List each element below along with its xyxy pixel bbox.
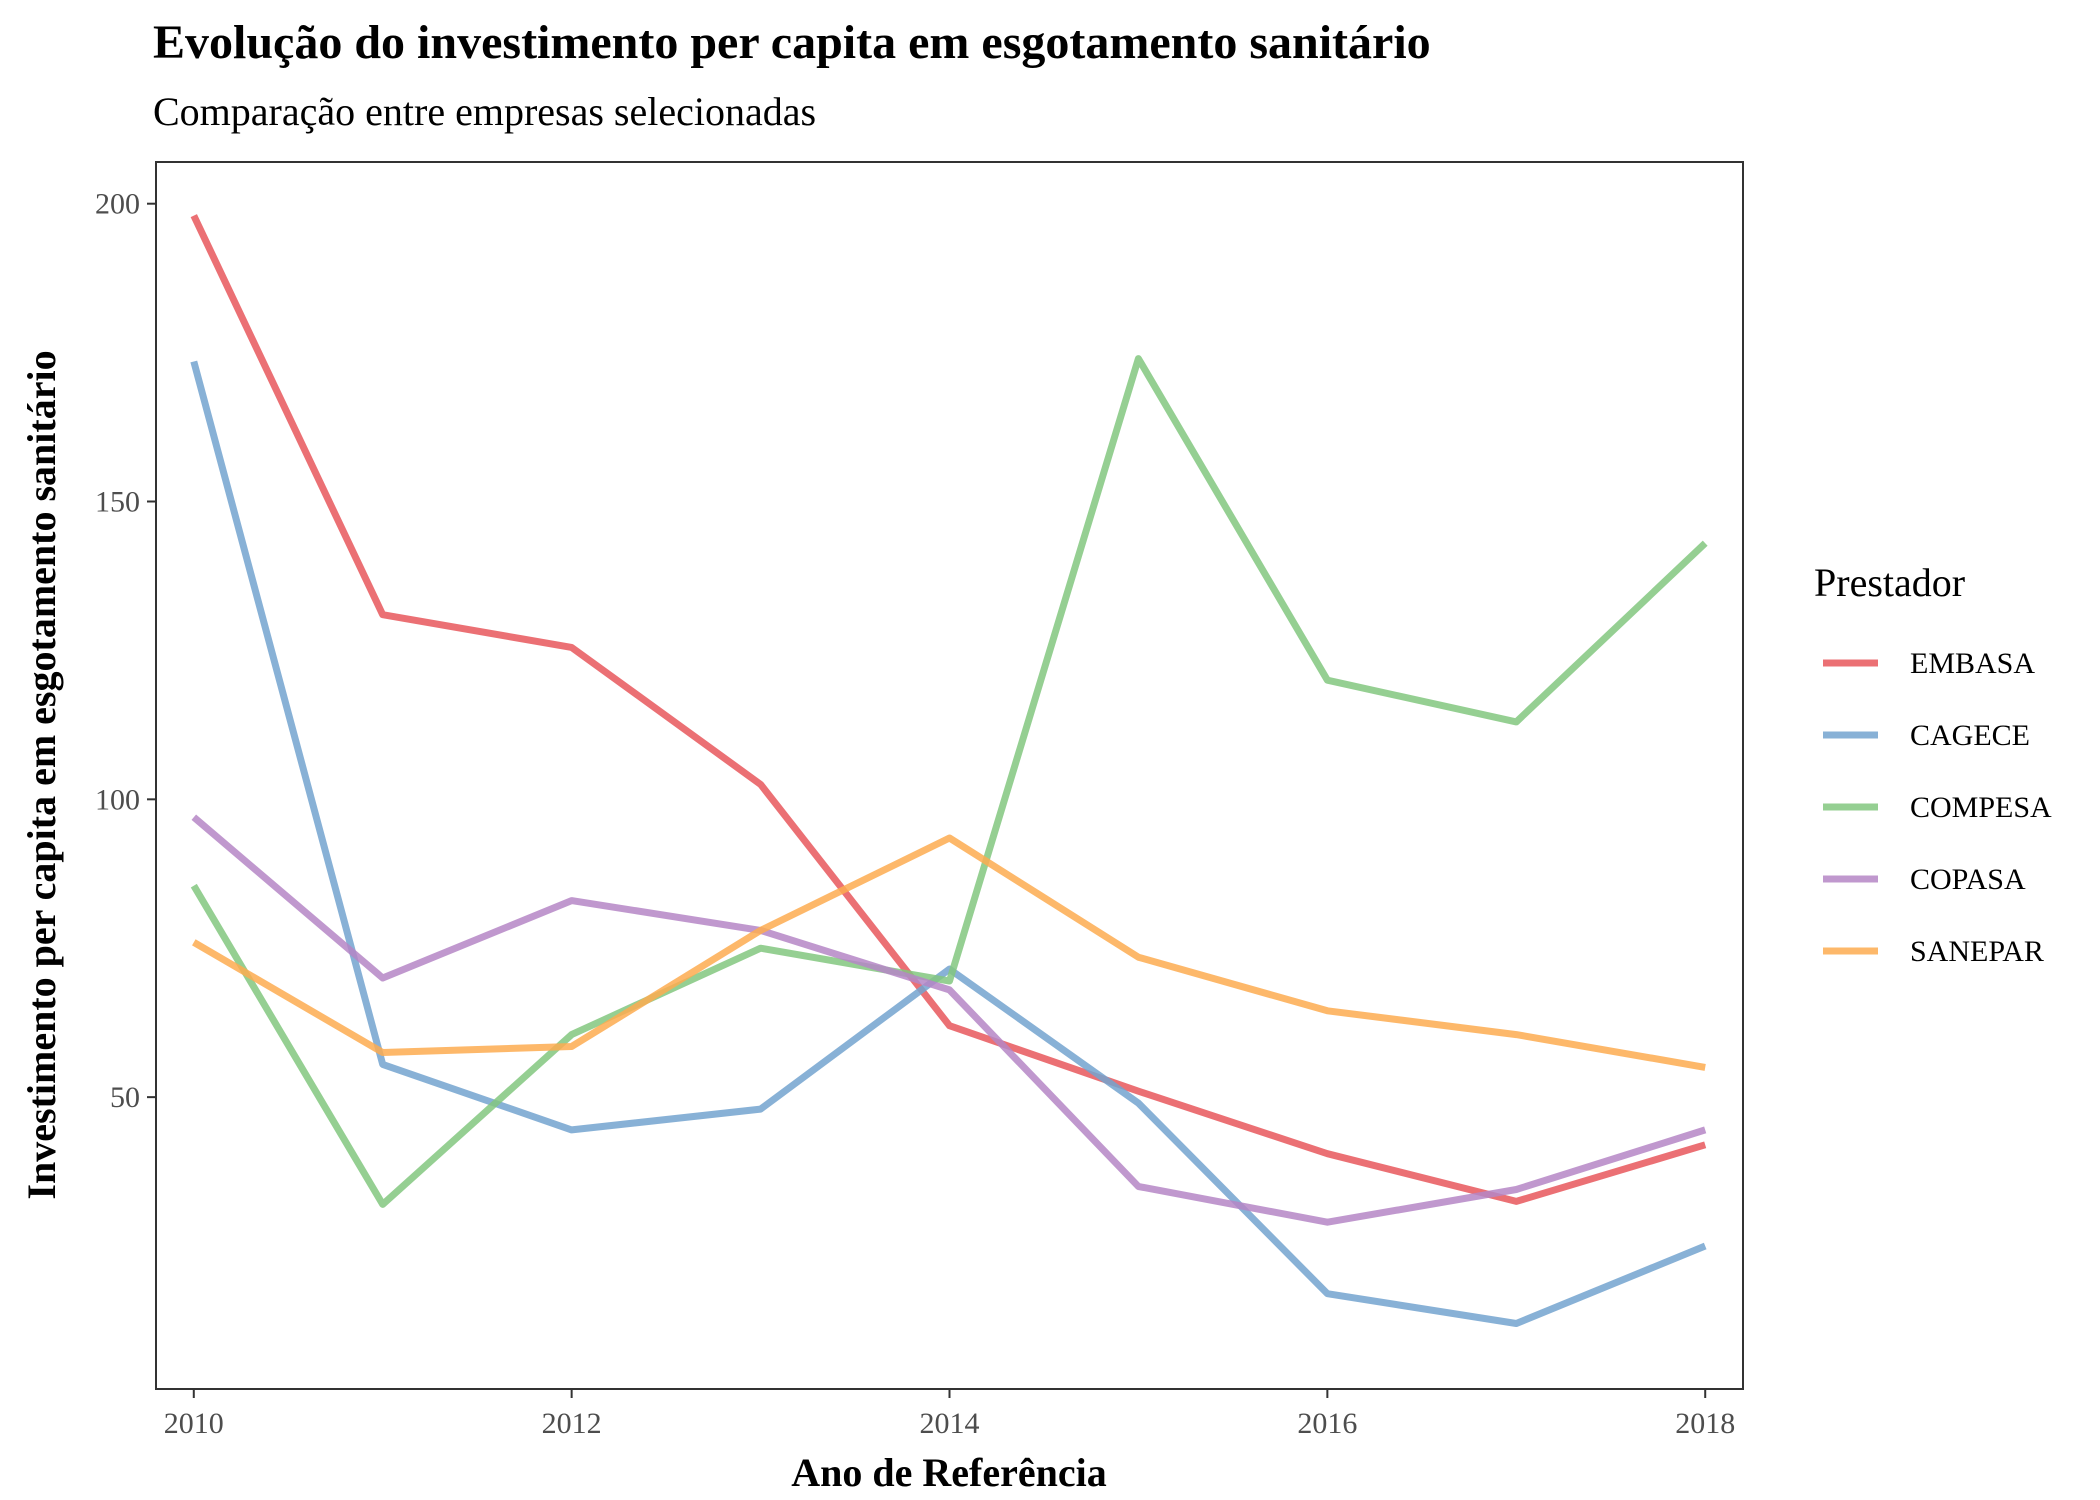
chart-subtitle: Comparação entre empresas selecionadas	[153, 89, 816, 134]
series-line-sanepar	[192, 834, 1706, 1071]
series-line-cagece	[190, 360, 1707, 1327]
y-axis-title: Investimento per capita em esgotamento s…	[19, 350, 64, 1199]
plot-panel-border	[155, 161, 1744, 1390]
y-axis: 50 100 150 200	[95, 188, 156, 1114]
x-tick-label-2018: 2018	[1675, 1407, 1735, 1440]
legend-label-sanepar: SANEPAR	[1910, 935, 2044, 968]
legend-items: EMBASA CAGECE COMPESA COPASA SANEPAR	[1823, 647, 2052, 968]
legend-label-compesa: COMPESA	[1910, 791, 2052, 824]
legend-item-sanepar: SANEPAR	[1823, 935, 2044, 968]
legend-item-embasa: EMBASA	[1823, 647, 2035, 680]
series-line-copasa	[191, 814, 1707, 1226]
x-tick-label-2012: 2012	[542, 1407, 602, 1440]
series-line-compesa	[190, 355, 1708, 1208]
y-tick-label-150: 150	[95, 486, 140, 519]
legend-label-copasa: COPASA	[1910, 863, 2026, 896]
x-axis: 2010 2012 2014 2016 2018	[164, 1389, 1735, 1440]
x-tick-label-2016: 2016	[1297, 1407, 1357, 1440]
series-layer	[190, 214, 1708, 1327]
series-line-embasa	[190, 214, 1707, 1205]
chart-title: Evolução do investimento per capita em e…	[153, 16, 1431, 69]
x-tick-label-2010: 2010	[164, 1407, 224, 1440]
legend-label-embasa: EMBASA	[1910, 647, 2035, 680]
legend: Prestador EMBASA CAGECE COMPESA COPASA SANEP…	[1814, 560, 2052, 968]
legend-item-cagece: CAGECE	[1823, 719, 2030, 752]
legend-item-compesa: COMPESA	[1823, 791, 2052, 824]
y-tick-label-50: 50	[110, 1081, 140, 1114]
y-tick-label-200: 200	[95, 188, 140, 221]
legend-label-cagece: CAGECE	[1910, 719, 2030, 752]
x-axis-title: Ano de Referência	[791, 1450, 1106, 1495]
legend-item-copasa: COPASA	[1823, 863, 2026, 896]
legend-title: Prestador	[1814, 560, 1965, 605]
x-tick-label-2014: 2014	[920, 1407, 980, 1440]
y-tick-label-100: 100	[95, 783, 140, 816]
